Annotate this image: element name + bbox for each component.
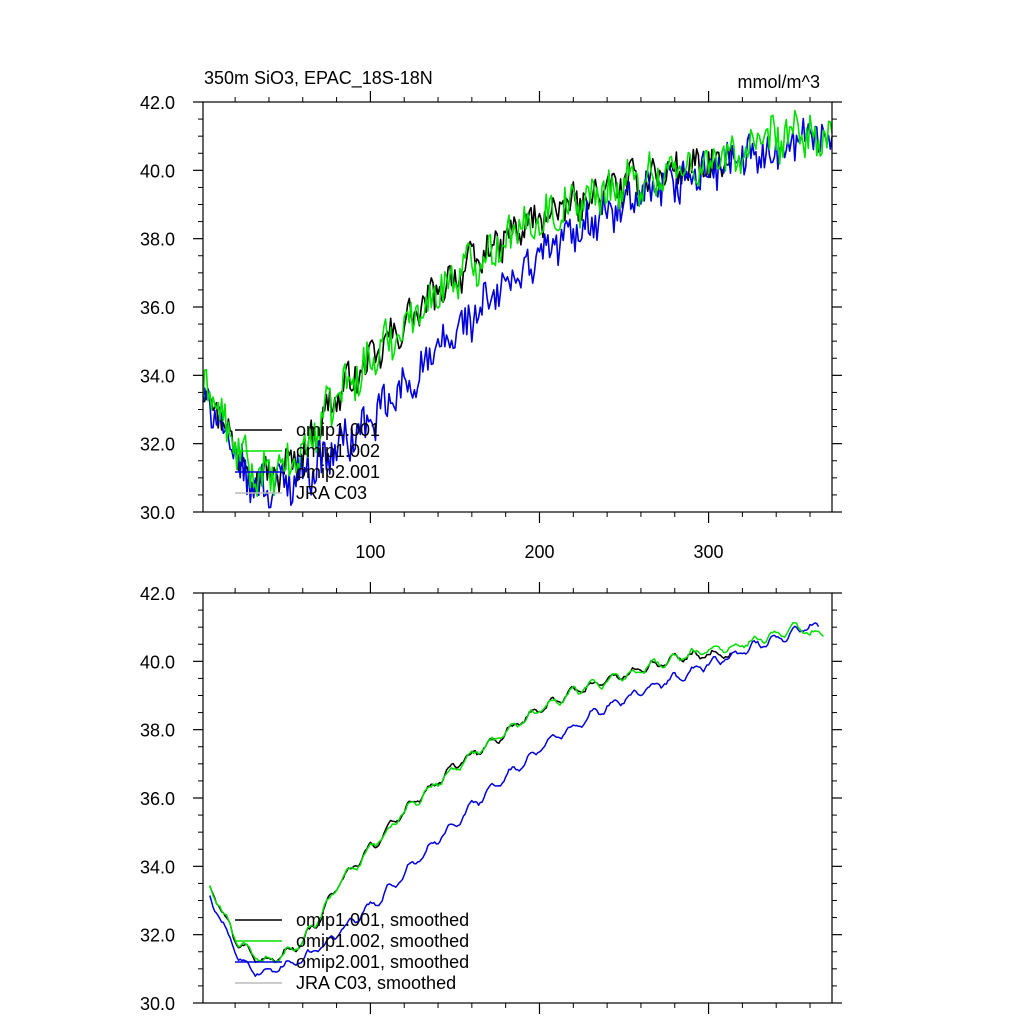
top-y-tick-label: 42.0 <box>140 93 175 113</box>
top-plot-panel: 30.0 32.0 34.0 36.0 38.0 40.0 42.0 100 200 300 om… <box>140 91 842 562</box>
top-y-tick-label: 32.0 <box>140 435 175 455</box>
bottom-y-tick-label: 34.0 <box>140 857 175 877</box>
top-legend-label: JRA C03 <box>296 483 367 503</box>
top-y-tick-label: 36.0 <box>140 298 175 318</box>
top-x-tick-label: 100 <box>355 542 385 562</box>
bottom-y-tick-label: 30.0 <box>140 994 175 1014</box>
bottom-legend-label: JRA C03, smoothed <box>296 973 456 993</box>
top-x-tick-label: 200 <box>524 542 554 562</box>
bottom-tick-layer: 30.0 32.0 34.0 36.0 38.0 40.0 42.0 <box>140 582 842 1014</box>
top-y-tick-label: 38.0 <box>140 230 175 250</box>
bottom-plot-panel: 30.0 32.0 34.0 36.0 38.0 40.0 42.0 omip1.001, … <box>140 582 842 1014</box>
top-y-tick-label: 34.0 <box>140 366 175 386</box>
bottom-legend-label: omip2.001, smoothed <box>296 952 469 972</box>
bottom-legend-label: omip1.002, smoothed <box>296 931 469 951</box>
bottom-series-line <box>209 621 824 964</box>
top-tick-layer: 30.0 32.0 34.0 36.0 38.0 40.0 42.0 100 200 300 <box>140 91 842 562</box>
bottom-series-layer <box>209 621 824 977</box>
top-legend-label: omip1.002 <box>296 441 380 461</box>
top-x-tick-label: 300 <box>694 542 724 562</box>
top-series-line <box>202 109 833 498</box>
bottom-legend-label: omip1.001, smoothed <box>296 910 469 930</box>
bottom-y-tick-label: 38.0 <box>140 721 175 741</box>
bottom-y-tick-label: 36.0 <box>140 789 175 809</box>
top-series-layer <box>202 109 833 509</box>
top-y-tick-label: 40.0 <box>140 161 175 181</box>
figure-title: 350m SiO3, EPAC_18S-18N <box>204 68 433 89</box>
top-y-tick-label: 30.0 <box>140 503 175 523</box>
bottom-y-tick-label: 32.0 <box>140 926 175 946</box>
bottom-y-tick-label: 42.0 <box>140 584 175 604</box>
units-label: mmol/m^3 <box>738 72 820 92</box>
top-legend-label: omip1.001 <box>296 420 380 440</box>
bottom-series-line <box>209 622 820 977</box>
bottom-y-tick-label: 40.0 <box>140 652 175 672</box>
bottom-series-line <box>209 649 732 963</box>
top-legend-label: omip2.001 <box>296 462 380 482</box>
